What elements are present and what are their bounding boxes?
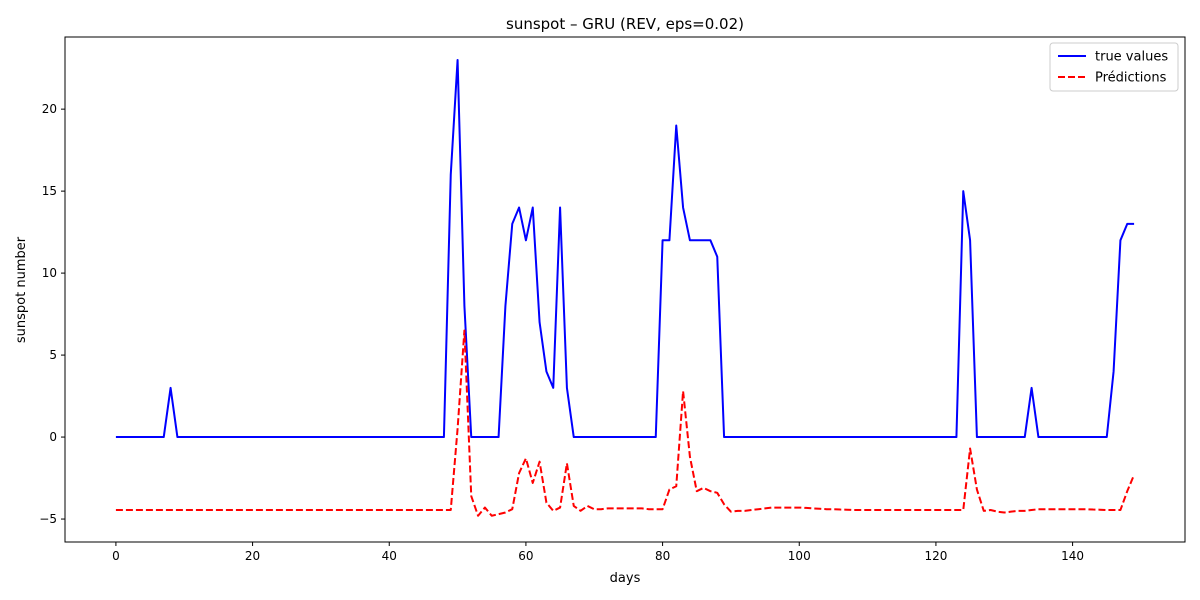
plot-area: 0 20 40 60 80 100 120 140 −5 0 5 10 15 20 — [39, 36, 1186, 563]
legend-label: Prédictions — [1095, 71, 1167, 86]
y-tick-label: 15 — [42, 184, 57, 198]
y-tick-label: 20 — [42, 102, 57, 116]
legend: true values Prédictions — [1049, 42, 1179, 92]
x-tick-label: 0 — [112, 549, 120, 563]
chart-title: sunspot – GRU (REV, eps=0.02) — [506, 15, 744, 33]
x-tick-label: 120 — [924, 549, 947, 563]
y-tick-label: 0 — [49, 430, 57, 444]
x-tick-label: 20 — [245, 549, 260, 563]
x-axis-label: days — [610, 571, 641, 586]
y-tick-label: 10 — [42, 266, 57, 280]
legend-label: true values — [1095, 50, 1168, 65]
x-tick-label: 140 — [1061, 549, 1084, 563]
series-line-true-values — [115, 58, 1135, 439]
y-tick-label: 5 — [49, 348, 57, 362]
x-tick-label: 100 — [788, 549, 811, 563]
x-tick-label: 60 — [518, 549, 533, 563]
x-tick-label: 80 — [655, 549, 670, 563]
y-axis-label: sunspot number — [14, 236, 29, 343]
x-tick-label: 40 — [382, 549, 397, 563]
axes-frame — [64, 36, 1186, 543]
y-tick-label: −5 — [39, 512, 57, 526]
